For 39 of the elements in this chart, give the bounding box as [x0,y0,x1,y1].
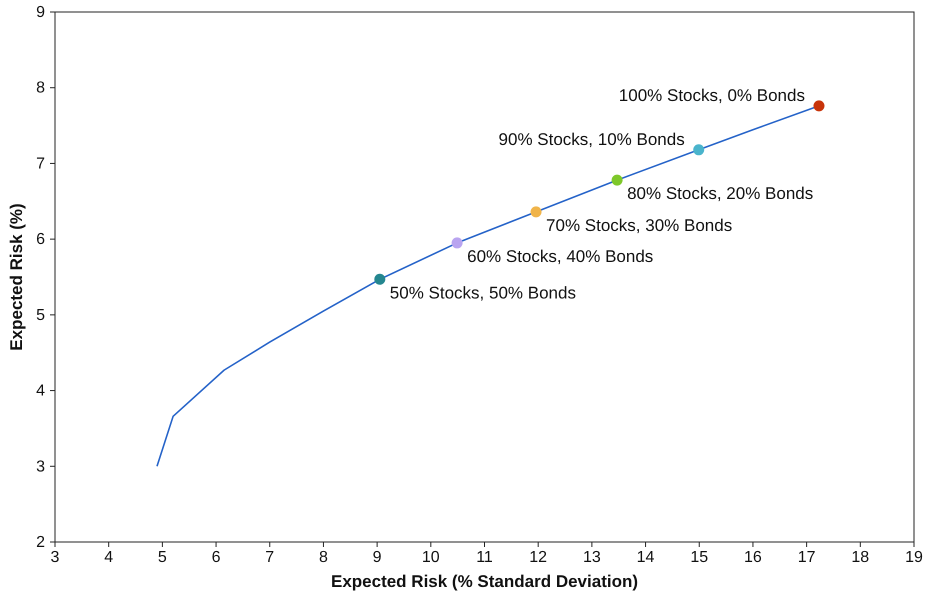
x-tick-label: 9 [372,549,382,566]
x-tick-label: 11 [476,549,493,566]
point [693,144,704,156]
x-tick-label: 8 [318,549,328,566]
y-tick-label: 3 [36,458,46,476]
annotation: 90% Stocks, 10% Bonds [498,130,685,149]
y-tick-label: 2 [36,534,46,551]
point [452,237,463,248]
y-tick-label: 8 [36,80,46,97]
x-axis-title: Expected Risk (% Standard Deviation) [330,572,638,591]
annotation: 70% Stocks, 30% Bonds [546,216,732,235]
x-tick-label: 3 [50,549,60,566]
x-tick-label: 18 [851,549,870,566]
y-axis-title: Expected Risk (%) [7,203,26,351]
y-tick-label: 7 [36,155,46,172]
point [530,206,542,218]
annotation: 100% Stocks, 0% Bonds [618,86,805,105]
x-tick-label: 4 [104,549,114,566]
x-tick-label: 6 [212,549,221,566]
x-tick-label: 10 [422,549,440,566]
y-tick-label: 6 [36,231,46,248]
x-tick-label: 16 [744,549,762,566]
point [612,174,623,186]
point [813,100,824,112]
x-tick-label: 15 [690,549,708,566]
y-tick-label: 9 [36,4,46,21]
annotation: 50% Stocks, 50% Bonds [390,283,576,302]
x-tick-label: 5 [158,549,167,566]
x-tick-label: 12 [529,549,548,566]
y-tick-label: 4 [36,382,46,400]
point [374,274,386,285]
y-tick-label: 5 [36,306,46,324]
x-tick-label: 19 [905,549,923,566]
x-tick-label: 14 [636,549,655,566]
annotation: 80% Stocks, 20% Bonds [627,184,814,204]
x-tick-label: 13 [582,549,601,566]
annotation: 60% Stocks, 40% Bonds [467,246,654,266]
x-tick-label: 7 [265,549,274,566]
x-tick-label: 17 [798,549,816,566]
